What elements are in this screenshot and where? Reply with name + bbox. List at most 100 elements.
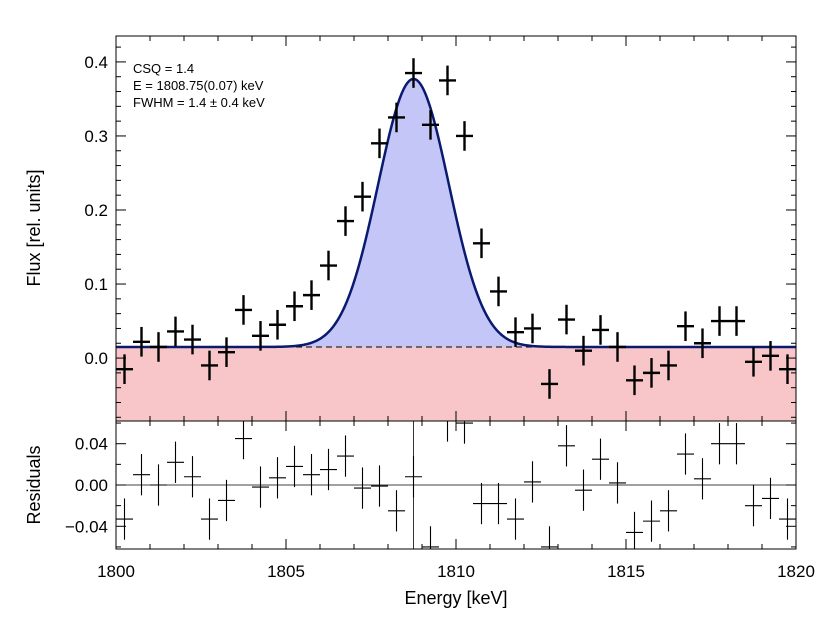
flux-data-point bbox=[337, 206, 354, 236]
residual-data-point bbox=[252, 466, 269, 508]
x-tick-label: 1820 bbox=[777, 562, 815, 581]
flux-data-point bbox=[507, 317, 524, 347]
flux-data-point bbox=[320, 250, 337, 281]
flux-data-point bbox=[728, 306, 745, 336]
residual-data-point bbox=[490, 482, 507, 525]
residuals-reference-lines bbox=[116, 421, 796, 549]
residual-data-point bbox=[388, 490, 405, 532]
flux-data-point bbox=[422, 110, 439, 140]
residual-data-point bbox=[269, 457, 286, 499]
x-tick-label: 1810 bbox=[437, 562, 475, 581]
main-ytick-labels: 0.0 0.1 0.2 0.3 0.4 bbox=[84, 53, 108, 368]
residual-data-point bbox=[133, 454, 150, 496]
main-fills bbox=[116, 78, 796, 421]
flux-data-point bbox=[541, 369, 558, 399]
fit-annotation-line: FWHM = 1.4 ± 0.4 keV bbox=[133, 95, 265, 110]
flux-data-point bbox=[405, 58, 422, 88]
flux-data-point bbox=[660, 350, 677, 381]
residual-data-point bbox=[405, 456, 422, 498]
residuals-ytick-label: −0.04 bbox=[65, 517, 108, 536]
flux-data-point bbox=[388, 102, 405, 133]
main-ticks bbox=[115, 36, 797, 421]
flux-data-point bbox=[201, 350, 218, 381]
residual-data-point bbox=[303, 454, 320, 496]
residual-data-point bbox=[218, 479, 235, 522]
flux-data-point bbox=[745, 346, 762, 377]
residuals-xtick-labels: 1800 1805 1810 1815 1820 bbox=[97, 562, 815, 581]
main-panel: 0.0 0.1 0.2 0.3 0.4 Flux [rel. units] CSQ = … bbox=[24, 35, 797, 422]
model-curve bbox=[116, 77, 796, 349]
main-model bbox=[116, 77, 796, 349]
fit-annotation-line: CSQ = 1.4 bbox=[133, 61, 194, 76]
flux-data-point bbox=[116, 354, 133, 384]
main-ytick-label: 0.1 bbox=[84, 275, 108, 294]
flux-data-point bbox=[762, 341, 779, 371]
residuals-data-points bbox=[116, 421, 796, 549]
residuals-ytick-label: 0.04 bbox=[75, 435, 108, 454]
flux-data-point bbox=[490, 276, 507, 307]
main-ytick-label: 0.0 bbox=[84, 349, 108, 368]
residual-data-point bbox=[694, 458, 711, 500]
flux-data-point bbox=[558, 304, 575, 335]
flux-data-point bbox=[167, 316, 184, 347]
residual-data-point bbox=[354, 467, 371, 509]
residual-data-point bbox=[235, 421, 252, 460]
flux-data-point bbox=[184, 324, 201, 355]
main-ytick-label: 0.4 bbox=[84, 53, 108, 72]
residuals-frame bbox=[115, 420, 797, 550]
fit-annotation-line: E = 1808.75(0.07) keV bbox=[133, 78, 264, 93]
residual-data-point bbox=[541, 526, 558, 549]
flux-data-point bbox=[269, 309, 286, 340]
flux-data-point bbox=[371, 128, 388, 159]
residual-data-point bbox=[201, 498, 218, 540]
flux-data-point bbox=[456, 121, 473, 151]
residual-data-point bbox=[626, 511, 643, 549]
residual-data-point bbox=[184, 456, 201, 498]
main-ytick-label: 0.2 bbox=[84, 201, 108, 220]
residual-data-point bbox=[473, 482, 490, 525]
flux-data-point bbox=[303, 280, 320, 310]
residual-data-point bbox=[337, 435, 354, 477]
x-tick-label: 1800 bbox=[97, 562, 135, 581]
main-ylabel: Flux [rel. units] bbox=[24, 169, 44, 286]
residual-data-point bbox=[592, 438, 609, 480]
flux-data-point bbox=[133, 326, 150, 357]
residual-data-point bbox=[150, 464, 167, 506]
model-area-fill bbox=[116, 78, 796, 347]
residual-data-point bbox=[558, 425, 575, 467]
flux-data-point bbox=[643, 358, 660, 388]
residual-data-point bbox=[643, 500, 660, 542]
flux-data-point bbox=[235, 295, 252, 325]
x-tick-label: 1805 bbox=[267, 562, 305, 581]
residual-data-point bbox=[779, 498, 796, 540]
residuals-ylabel: Residuals bbox=[24, 445, 44, 524]
residual-data-point bbox=[116, 498, 133, 540]
x-axis-label: Energy [keV] bbox=[404, 588, 507, 608]
residual-data-point bbox=[286, 445, 303, 488]
flux-data-point bbox=[439, 65, 456, 96]
residual-data-point bbox=[167, 441, 184, 483]
residual-data-point bbox=[422, 526, 439, 549]
residual-data-point bbox=[320, 448, 337, 491]
flux-data-point bbox=[286, 291, 303, 322]
residual-data-point bbox=[371, 465, 388, 507]
flux-data-point bbox=[592, 315, 609, 345]
residual-data-point bbox=[762, 477, 779, 520]
residuals-panel: 0.04 0.00 −0.04 1800 1805 1810 1815 1820 Resid… bbox=[24, 420, 815, 608]
x-tick-label: 1815 bbox=[607, 562, 645, 581]
main-annotations: CSQ = 1.4 E = 1808.75(0.07) keV FWHM = 1.4… bbox=[133, 61, 265, 110]
residual-data-point bbox=[507, 498, 524, 540]
flux-data-point bbox=[252, 321, 269, 351]
residual-data-point bbox=[456, 421, 473, 444]
residual-data-point bbox=[575, 469, 592, 511]
residuals-ytick-labels: 0.04 0.00 −0.04 bbox=[65, 435, 108, 537]
flux-data-point bbox=[473, 228, 490, 259]
flux-data-point bbox=[694, 328, 711, 359]
background-fill bbox=[116, 346, 796, 421]
residual-data-point bbox=[711, 423, 728, 465]
flux-data-point bbox=[150, 332, 167, 362]
flux-data-point bbox=[609, 332, 626, 362]
flux-data-point bbox=[354, 181, 371, 212]
flux-data-point bbox=[677, 311, 694, 342]
